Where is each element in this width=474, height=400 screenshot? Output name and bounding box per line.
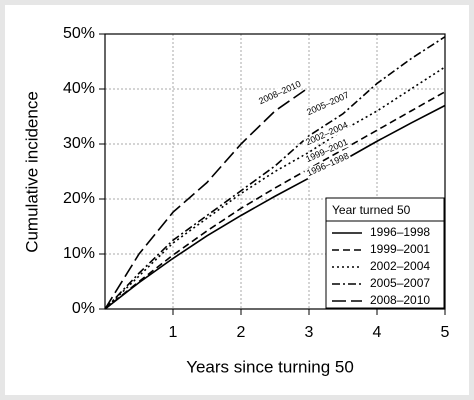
y-tick-label: 40%: [63, 80, 95, 97]
y-tick-label: 30%: [63, 135, 95, 152]
inline-label-bg: [304, 89, 352, 119]
inline-label-bg: [303, 119, 351, 149]
series-line: [104, 91, 446, 310]
legend-label: 2005–2007: [370, 276, 430, 290]
y-tick-label: 0%: [72, 300, 95, 317]
y-tick-label: 50%: [63, 25, 95, 42]
series-line: [104, 104, 446, 310]
legend-label: 2002–2004: [370, 259, 430, 273]
y-tick-label: 20%: [63, 190, 95, 207]
x-tick-label: 2: [237, 324, 246, 341]
legend-box: [325, 197, 445, 309]
legend-label: 2008–2010: [370, 293, 430, 307]
y-axis-title: Cumulative incidence: [22, 91, 41, 253]
x-tick-label: 5: [441, 324, 450, 341]
inline-label-bg: [303, 136, 351, 166]
x-tick-label: 1: [169, 324, 178, 341]
x-tick-label: 4: [373, 324, 382, 341]
x-tick-label: 3: [305, 324, 314, 341]
legend-title: Year turned 50: [332, 203, 411, 217]
series-line: [104, 66, 446, 310]
y-tick-label: 10%: [63, 245, 95, 262]
inline-label-bg: [304, 150, 352, 180]
legend-label: 1996–1998: [370, 225, 430, 239]
series-line: [104, 86, 310, 310]
plot-border: [104, 33, 446, 310]
inline-label-bg: [256, 78, 304, 108]
series-line: [104, 36, 446, 310]
legend-label: 1999–2001: [370, 242, 430, 256]
x-axis-title: Years since turning 50: [186, 357, 354, 376]
